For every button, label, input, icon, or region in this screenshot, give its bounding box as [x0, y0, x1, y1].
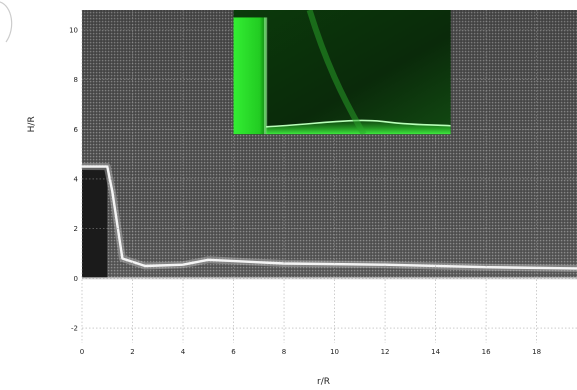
gravity-current-front — [81, 165, 577, 270]
x-tick-label: 10 — [330, 348, 339, 356]
x-tick-label: 8 — [282, 348, 286, 356]
y-tick-label: 6 — [74, 126, 79, 134]
inset-light-streak — [306, 10, 367, 135]
x-tick-label: 18 — [532, 348, 541, 356]
y-tick-label: 4 — [74, 175, 79, 183]
x-axis-ticks: 0 2 4 6 8 10 12 14 16 18 — [80, 348, 541, 356]
x-tick-label: 12 — [381, 348, 390, 356]
collapsing-column — [82, 166, 108, 279]
y-tick-label: 2 — [74, 225, 78, 233]
x-tick-label: 16 — [482, 348, 491, 356]
x-tick-label: 14 — [431, 348, 440, 356]
y-axis-label: H/R — [27, 116, 37, 132]
x-tick-label: 6 — [231, 348, 236, 356]
x-tick-label: 4 — [181, 348, 186, 356]
y-tick-label: 8 — [74, 76, 78, 84]
y-axis-ticks: -2 0 2 4 6 8 10 — [69, 26, 78, 332]
inset-current-front-line — [266, 119, 451, 128]
inset-dyed-column — [233, 17, 267, 135]
x-axis-label: r/R — [317, 377, 330, 387]
y-tick-label: 0 — [74, 275, 78, 283]
x-tick-label: 2 — [130, 348, 134, 356]
inset-column-edge — [263, 17, 268, 135]
inset-photo — [233, 10, 451, 135]
corner-arc-artifact — [0, 1, 13, 43]
y-tick-label: -2 — [71, 325, 78, 333]
inset-photo-background — [233, 10, 451, 135]
y-tick-label: 10 — [69, 26, 78, 34]
x-tick-label: 0 — [80, 348, 84, 356]
grid-lines — [81, 10, 577, 343]
